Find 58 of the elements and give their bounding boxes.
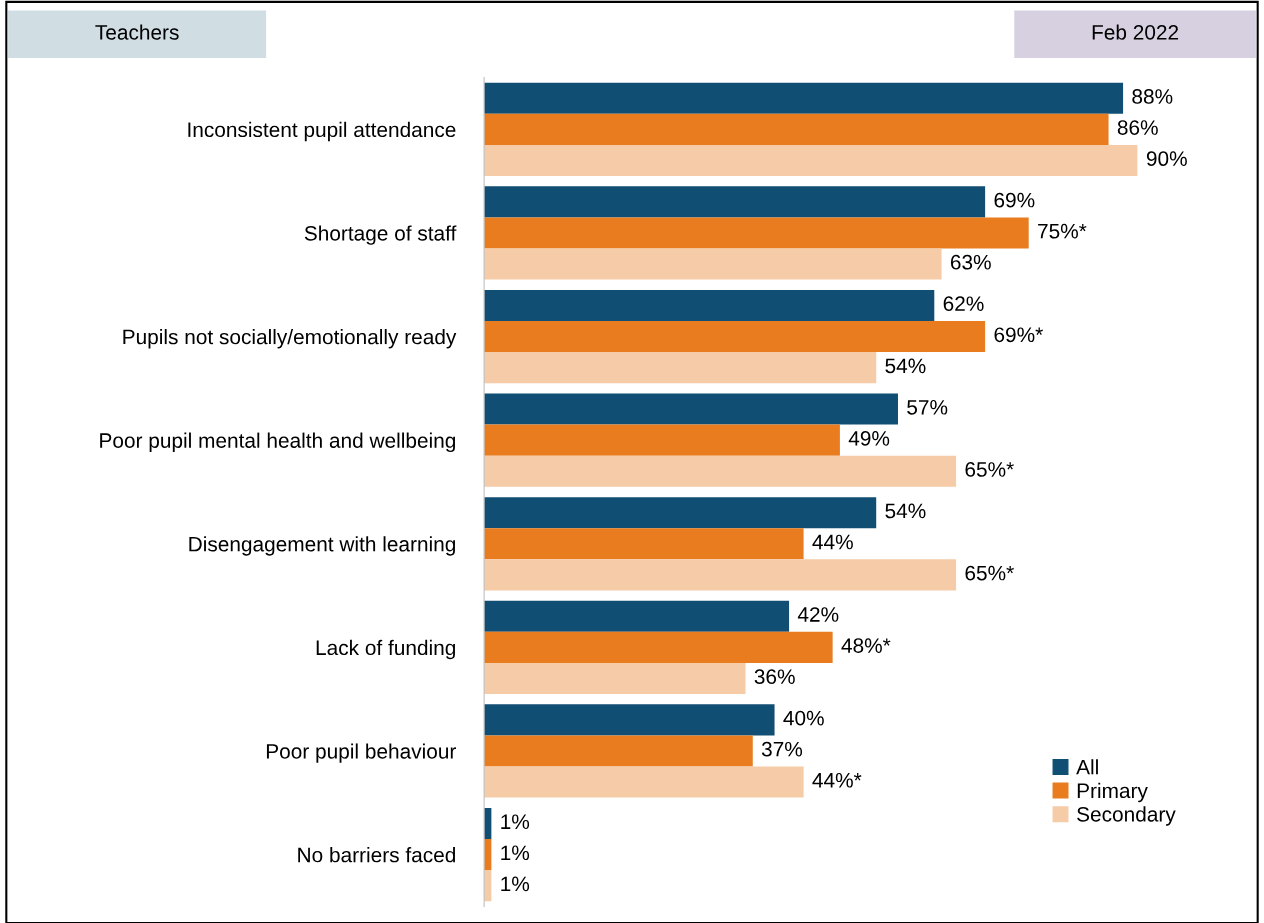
data-label: 37% (761, 741, 803, 757)
data-label: 54% (885, 358, 926, 374)
data-label: 49% (848, 431, 890, 446)
data-label: 42% (797, 607, 839, 622)
data-label: 88% (1132, 89, 1173, 104)
data-label: 44%* (812, 772, 862, 788)
data-label: 54% (885, 503, 926, 519)
bar (484, 186, 986, 218)
y-tick-label: Disengagement with learning (189, 536, 456, 556)
bar (484, 321, 986, 353)
bar (484, 82, 1124, 114)
bar (484, 766, 804, 798)
bar (484, 662, 746, 694)
data-label: 62% (943, 296, 984, 312)
bar (484, 217, 1029, 249)
bar (484, 113, 1109, 145)
bar (484, 735, 753, 767)
data-label: 86% (1117, 120, 1158, 135)
data-label: 1% (501, 876, 530, 892)
data-label: 69%* (994, 327, 1043, 343)
legend-label: Primary (1077, 782, 1148, 803)
bar (484, 144, 1138, 176)
bar (484, 559, 957, 591)
y-tick-label: Lack of funding (316, 639, 455, 660)
legend-label: Secondary (1077, 806, 1176, 826)
bar (484, 497, 877, 529)
data-label: 1% (501, 814, 530, 830)
data-label: 57% (907, 400, 948, 415)
bar (484, 704, 775, 736)
y-tick-label: Inconsistent pupil attendance (188, 121, 456, 142)
text: Feb 2022 (1092, 24, 1179, 40)
text: Teachers (95, 24, 179, 40)
data-label: 40% (783, 710, 824, 726)
data-label: 75%* (1038, 223, 1087, 239)
bar (484, 352, 877, 384)
bar (484, 424, 840, 456)
y-tick-label: Poor pupil behaviour (266, 743, 456, 763)
data-label: 63% (950, 254, 991, 270)
y-tick-label: No barriers faced (298, 847, 455, 863)
bar (484, 289, 935, 322)
bar (484, 393, 898, 425)
data-label: 69% (994, 192, 1035, 208)
bar (484, 455, 957, 487)
bar (484, 528, 804, 560)
data-label: 48%* (841, 638, 891, 653)
data-label: 65%* (965, 565, 1014, 581)
data-label: 36% (754, 669, 795, 685)
bar (484, 248, 942, 280)
y-tick-label: Poor pupil mental health and wellbeing (100, 432, 456, 453)
data-label: 44% (812, 534, 853, 550)
y-tick-label: Pupils not socially/emotionally ready (123, 329, 457, 349)
data-label: 1% (501, 845, 530, 861)
y-tick-label: Shortage of staff (304, 225, 457, 245)
data-label: 90% (1146, 151, 1187, 167)
data-label: 65%* (965, 462, 1014, 477)
bar (484, 600, 790, 632)
legend-label: All (1076, 759, 1098, 775)
bar (484, 631, 833, 663)
